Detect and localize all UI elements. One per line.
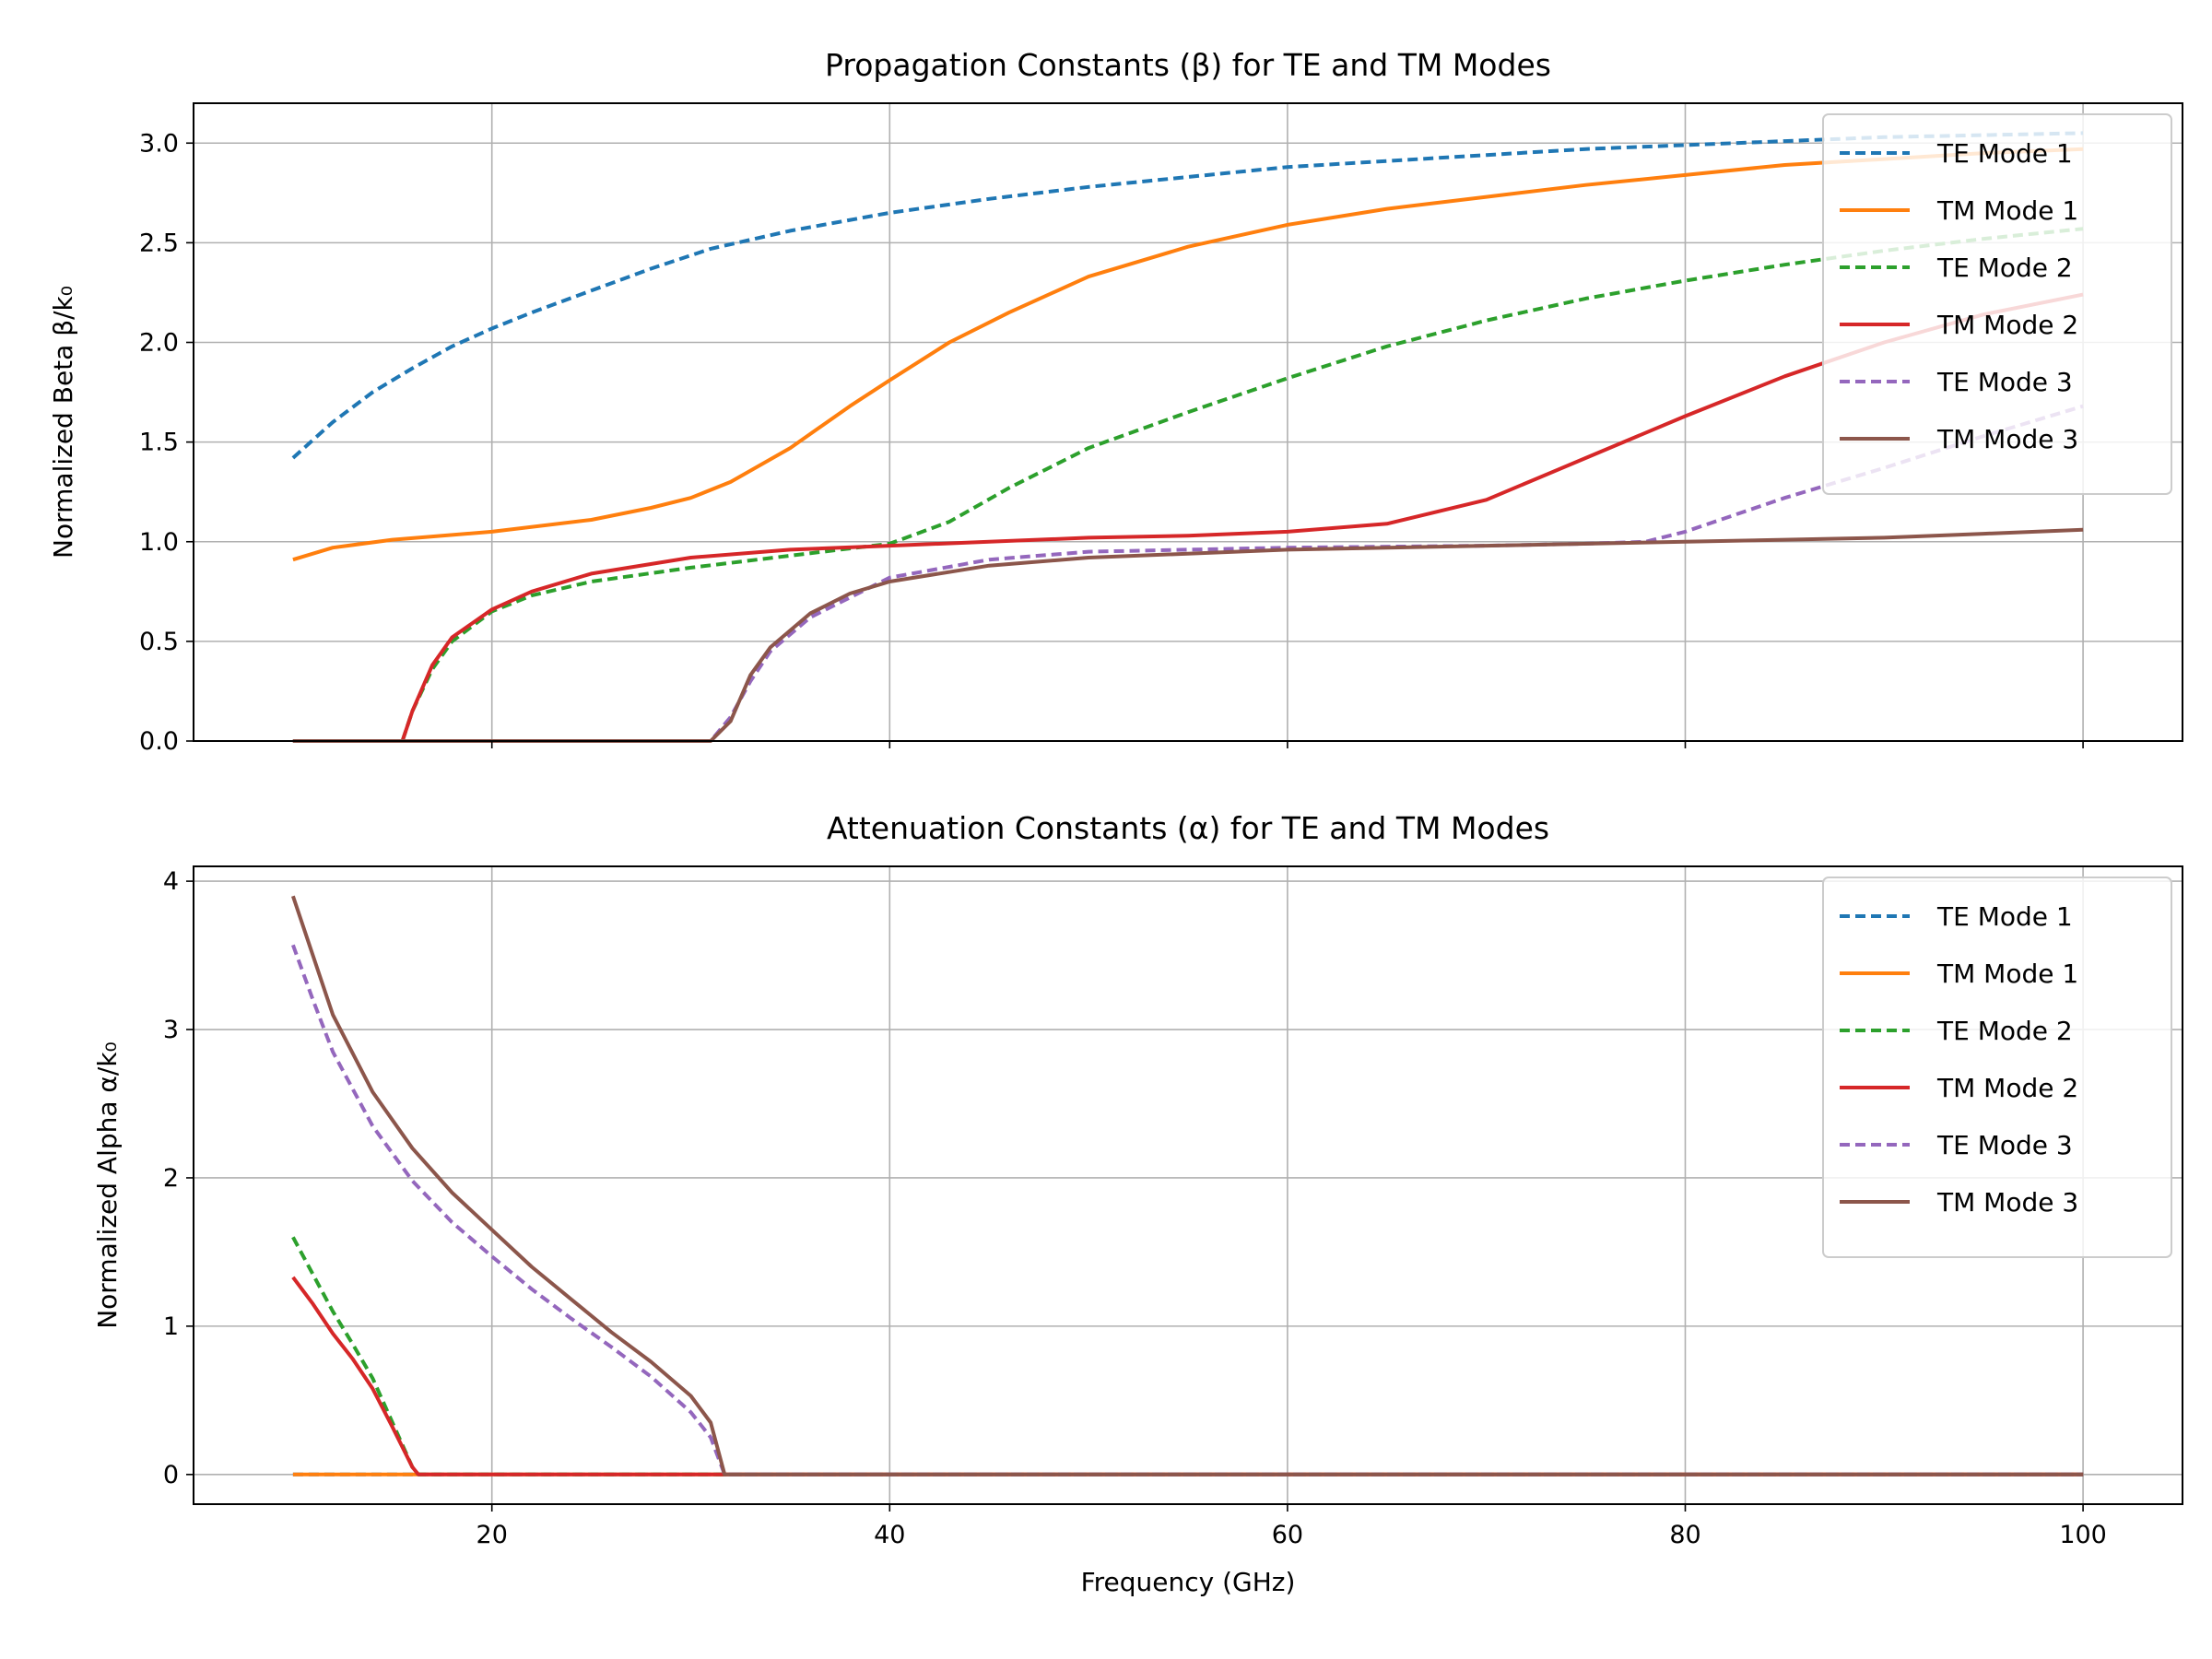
alpha-y-tick-label-4: 4	[163, 867, 179, 896]
alpha-x-tick-label-4: 100	[2059, 1521, 2107, 1549]
beta-series-tm-mode-1	[292, 147, 2084, 562]
beta-panel: 0.0 0.5 1.0 1.5 2.0 2.5 3.0 Propagation Consta…	[48, 47, 2183, 756]
beta-series-te-mode-3	[292, 404, 2084, 743]
alpha-y-tick-label-2: 2	[163, 1164, 179, 1193]
alpha-panel: 20 40 60 80 100 0 1 2 3 4 Attenuation Constants …	[92, 810, 2183, 1597]
alpha-x-tick-label-1: 40	[874, 1521, 905, 1549]
beta-legend-label-0: TE Mode 1	[1936, 138, 2073, 169]
beta-y-tick-label-2: 1.0	[139, 528, 179, 557]
beta-legend-label-3: TM Mode 2	[1936, 310, 2078, 340]
alpha-series	[291, 895, 2084, 1477]
alpha-legend-label-3: TM Mode 2	[1936, 1073, 2078, 1103]
beta-y-tick-label-3: 1.5	[139, 429, 179, 457]
alpha-y-axis-label: Normalized Alpha α/k₀	[92, 1041, 123, 1329]
beta-chart-title: Propagation Constants (β) for TE and TM …	[825, 47, 1551, 83]
alpha-legend-label-2: TE Mode 2	[1936, 1016, 2073, 1046]
alpha-legend-label-1: TM Mode 1	[1936, 959, 2078, 989]
beta-series-te-mode-2	[292, 227, 2084, 743]
alpha-legend-label-5: TM Mode 3	[1936, 1187, 2078, 1218]
alpha-x-tick-label-0: 20	[477, 1521, 508, 1549]
beta-legend-label-4: TE Mode 3	[1936, 367, 2073, 397]
beta-y-ticks: 0.0 0.5 1.0 1.5 2.0 2.5 3.0	[139, 129, 194, 756]
beta-legend: TE Mode 1 TM Mode 1 TE Mode 2 TM Mode 2 TE M…	[1822, 113, 2172, 495]
beta-legend-box	[1822, 113, 2172, 495]
beta-axes-frame	[193, 102, 2183, 742]
beta-series-tm-mode-2	[292, 292, 2084, 743]
beta-y-tick-label-6: 3.0	[139, 129, 179, 158]
alpha-y-tick-label-0: 0	[163, 1461, 179, 1489]
alpha-y-ticks: 0 1 2 3 4	[163, 867, 194, 1489]
beta-series-tm-mode-3	[292, 527, 2084, 743]
beta-y-tick-label-0: 0.0	[139, 727, 179, 756]
alpha-axes-frame	[193, 865, 2183, 1505]
beta-legend-label-5: TM Mode 3	[1936, 424, 2078, 454]
alpha-series-tm-mode-3	[291, 895, 2084, 1477]
alpha-series-tm-mode-2	[291, 1276, 2084, 1477]
alpha-legend-box	[1822, 877, 2172, 1258]
beta-series	[291, 131, 2084, 743]
x-axis-label: Frequency (GHz)	[1081, 1567, 1296, 1597]
alpha-chart-title: Attenuation Constants (α) for TE and TM …	[827, 810, 1549, 846]
beta-x-ticks	[490, 741, 2084, 748]
beta-legend-label-1: TM Mode 1	[1936, 195, 2078, 226]
alpha-series-te-mode-3	[291, 944, 2084, 1477]
alpha-series-te-mode-2	[291, 1236, 2084, 1477]
beta-legend-label-2: TE Mode 2	[1936, 253, 2073, 283]
alpha-y-tick-label-3: 3	[163, 1016, 179, 1044]
beta-y-tick-label-1: 0.5	[139, 628, 179, 656]
alpha-legend-label-0: TE Mode 1	[1936, 901, 2073, 932]
alpha-y-tick-label-1: 1	[163, 1312, 179, 1341]
beta-y-tick-label-4: 2.0	[139, 329, 179, 358]
alpha-legend: TE Mode 1 TM Mode 1 TE Mode 2 TM Mode 2 TE M…	[1822, 877, 2172, 1258]
alpha-legend-label-4: TE Mode 3	[1936, 1130, 2073, 1160]
beta-y-tick-label-5: 2.5	[139, 229, 179, 257]
alpha-x-tick-label-2: 60	[1272, 1521, 1303, 1549]
alpha-x-tick-label-3: 80	[1669, 1521, 1700, 1549]
beta-y-axis-label: Normalized Beta β/k₀	[48, 286, 78, 559]
alpha-x-ticks: 20 40 60 80 100	[477, 1504, 2107, 1549]
